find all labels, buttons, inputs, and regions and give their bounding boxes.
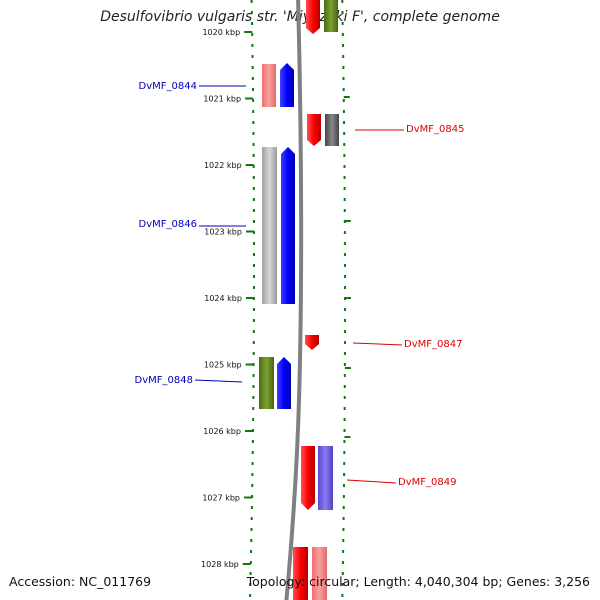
- gene-feature-top-cds: [306, 0, 320, 34]
- genome-backbone: [284, 0, 304, 600]
- scale-tick-label: 1024 kbp: [204, 294, 242, 303]
- topology-label: Topology: circular; Length: 4,040,304 bp…: [246, 574, 590, 589]
- gene-feature-0849-cds: [301, 446, 315, 510]
- gene-feature-0849-gene: [318, 446, 333, 510]
- gene-feature-0845-gene: [325, 114, 339, 146]
- scale-tick-label: 1021 kbp: [203, 95, 241, 104]
- gc-dotted-tracks: [249, 0, 351, 597]
- gene-label-dvmf-0845[interactable]: DvMF_0845: [406, 124, 464, 135]
- scale-tick-label: 1026 kbp: [203, 427, 241, 436]
- leader-line: [346, 479, 397, 484]
- gene-feature-0848-gene: [259, 357, 274, 409]
- scale-tick-label: 1025 kbp: [204, 361, 242, 370]
- gene-label-leaders: [194, 85, 404, 484]
- gene-feature-0846-gene: [262, 147, 277, 304]
- gene-feature-0844-gene: [262, 64, 276, 107]
- leader-line: [194, 379, 243, 383]
- gene-feature-0848-cds: [277, 357, 291, 409]
- gene-feature-top-gene: [324, 0, 338, 32]
- gene-feature-0847-cds: [305, 335, 319, 350]
- gene-label-dvmf-0848[interactable]: DvMF_0848: [135, 375, 193, 386]
- gene-feature-bottom-gene: [312, 547, 327, 600]
- scale-tick-label: 1027 kbp: [202, 494, 240, 503]
- scale-tick-label: 1022 kbp: [204, 161, 242, 170]
- gene-feature-bottom-cds: [293, 547, 308, 600]
- gene-feature-0845-cds: [307, 114, 321, 146]
- scale-ticks: 1020 kbp 1021 kbp 1022 kbp 1023 kbp 1024 kbp…: [201, 28, 254, 569]
- accession-label: Accession: NC_011769: [9, 574, 152, 589]
- gene-feature-0844-cds: [280, 63, 294, 107]
- gene-label-dvmf-0846[interactable]: DvMF_0846: [139, 219, 197, 230]
- gene-label-dvmf-0847[interactable]: DvMF_0847: [404, 339, 462, 350]
- gene-label-dvmf-0849[interactable]: DvMF_0849: [398, 477, 456, 488]
- scale-tick-label: 1020 kbp: [202, 28, 240, 37]
- scale-tick-label: 1023 kbp: [204, 228, 242, 237]
- gene-label-dvmf-0844[interactable]: DvMF_0844: [139, 81, 197, 92]
- scale-tick-label: 1028 kbp: [201, 560, 239, 569]
- leader-line: [352, 342, 403, 346]
- reverse-strand-features: [293, 0, 339, 600]
- gene-labels: DvMF_0844 DvMF_0845 DvMF_0846 DvMF_0847 …: [135, 81, 465, 488]
- gene-feature-0846-cds: [281, 147, 295, 304]
- forward-strand-features: [259, 63, 295, 409]
